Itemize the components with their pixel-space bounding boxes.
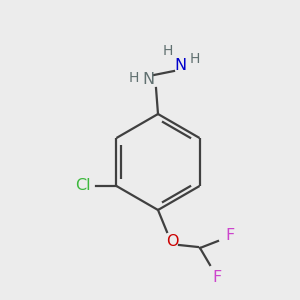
Text: H: H	[190, 52, 200, 66]
Text: H: H	[129, 71, 139, 85]
Text: F: F	[212, 269, 222, 284]
Text: Cl: Cl	[76, 178, 91, 194]
Text: N: N	[142, 73, 154, 88]
Text: O: O	[166, 235, 178, 250]
Text: N: N	[174, 58, 186, 74]
Text: H: H	[163, 44, 173, 58]
Text: F: F	[225, 227, 235, 242]
